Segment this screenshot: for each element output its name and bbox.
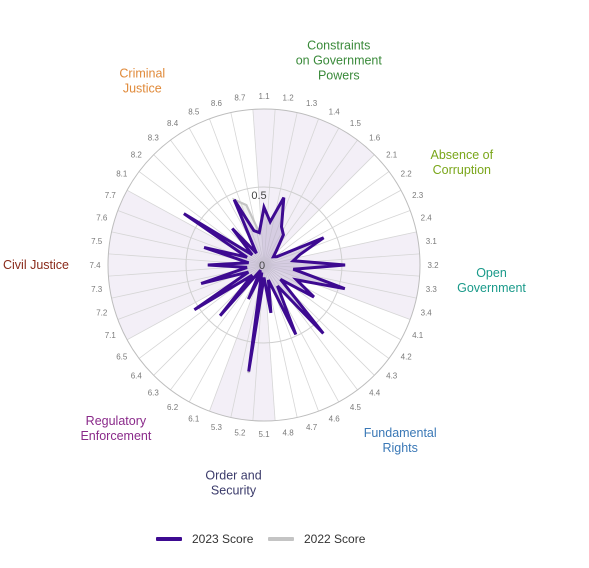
axis-label-4.7: 4.7 bbox=[306, 423, 318, 432]
grid-band-3.4 bbox=[264, 265, 417, 320]
axis-label-2.1: 2.1 bbox=[386, 150, 398, 159]
factor-label-7: Civil Justice bbox=[3, 258, 69, 272]
axis-label-8.5: 8.5 bbox=[188, 107, 200, 116]
tick-label-0: 0 bbox=[259, 260, 265, 272]
axis-label-7.4: 7.4 bbox=[89, 261, 101, 270]
grid-band-7.7 bbox=[117, 190, 264, 265]
axis-label-8.2: 8.2 bbox=[131, 150, 143, 159]
axis-label-7.5: 7.5 bbox=[91, 237, 103, 246]
factor-label-2: Absence of Corruption bbox=[431, 148, 494, 177]
grid-band-6.1 bbox=[189, 265, 264, 412]
axis-label-5.1: 5.1 bbox=[258, 430, 270, 439]
axis-label-4.5: 4.5 bbox=[350, 403, 362, 412]
grid-band-4.3 bbox=[264, 265, 389, 376]
axis-label-7.7: 7.7 bbox=[105, 191, 117, 200]
legend: 2023 Score 2022 Score bbox=[0, 528, 589, 552]
legend-item-2022[interactable]: 2022 Score bbox=[268, 532, 365, 546]
axis-label-8.3: 8.3 bbox=[148, 133, 160, 142]
grid-band-4.5 bbox=[264, 265, 358, 402]
legend-label-2022: 2022 Score bbox=[304, 532, 366, 546]
grid-band-1.5 bbox=[264, 128, 358, 265]
axis-label-6.4: 6.4 bbox=[131, 372, 143, 381]
axis-label-5.3: 5.3 bbox=[211, 423, 223, 432]
grid-ring bbox=[107, 108, 421, 422]
grid-band-8.2 bbox=[139, 154, 264, 265]
axis-label-2.4: 2.4 bbox=[421, 213, 433, 222]
grid-band-1.3 bbox=[264, 112, 319, 265]
axis-label-6.5: 6.5 bbox=[116, 352, 128, 361]
legend-swatch-2022 bbox=[268, 537, 294, 541]
axis-label-3.3: 3.3 bbox=[426, 285, 438, 294]
axis-label-6.3: 6.3 bbox=[148, 389, 160, 398]
axis-label-7.6: 7.6 bbox=[96, 213, 108, 222]
axis-label-4.2: 4.2 bbox=[401, 352, 413, 361]
grid-band-7.1 bbox=[117, 265, 264, 340]
series-2023-score[interactable] bbox=[183, 196, 346, 372]
axis-label-7.1: 7.1 bbox=[105, 331, 117, 340]
axis-label-8.1: 8.1 bbox=[116, 170, 128, 179]
factor-label-8: Criminal Justice bbox=[119, 67, 165, 96]
axis-label-8.6: 8.6 bbox=[211, 99, 223, 108]
tick-label-0-5: 0.5 bbox=[251, 190, 266, 202]
grid-band-6.4 bbox=[139, 265, 264, 376]
grid-band-4.7 bbox=[264, 265, 319, 418]
axis-label-4.3: 4.3 bbox=[386, 372, 398, 381]
axis-label-3.4: 3.4 bbox=[421, 309, 433, 318]
axis-label-4.4: 4.4 bbox=[369, 389, 381, 398]
axis-label-6.2: 6.2 bbox=[167, 403, 179, 412]
axis-label-1.1: 1.1 bbox=[258, 92, 270, 101]
legend-swatch-2023 bbox=[156, 537, 182, 541]
axis-label-3.2: 3.2 bbox=[427, 261, 439, 270]
axis-label-1.6: 1.6 bbox=[369, 133, 381, 142]
grid-band-2.2 bbox=[264, 171, 401, 265]
axis-label-1.3: 1.3 bbox=[306, 99, 318, 108]
axis-label-1.5: 1.5 bbox=[350, 119, 362, 128]
axis-labels: 1.1 1.2 1.3 1.4 1.5 1.6 2.1 2.2 2.3 2.4 3.1 3.2 3.3 3… bbox=[89, 92, 439, 439]
axis-label-4.8: 4.8 bbox=[283, 428, 295, 437]
factor-label-5: Order and Security bbox=[205, 468, 261, 497]
legend-label-2023: 2023 Score bbox=[192, 532, 254, 546]
factor-labels: Constraints on Government Powers Absence of… bbox=[3, 39, 526, 498]
axis-label-7.2: 7.2 bbox=[96, 309, 108, 318]
tick-labels: 00.5 bbox=[251, 190, 266, 272]
axis-label-3.1: 3.1 bbox=[426, 237, 438, 246]
factor-label-3: Open Government bbox=[457, 266, 526, 295]
factor-label-6: Regulatory Enforcement bbox=[80, 414, 151, 443]
grid-band-6.2 bbox=[170, 265, 264, 402]
legend-item-2023[interactable]: 2023 Score bbox=[156, 532, 253, 546]
grid-band-8.4 bbox=[170, 128, 264, 265]
factor-label-4: Fundamental Rights bbox=[364, 426, 437, 455]
axis-label-5.2: 5.2 bbox=[234, 428, 246, 437]
grid-band-5.3 bbox=[209, 265, 264, 418]
axis-label-2.3: 2.3 bbox=[412, 191, 424, 200]
grid-band-1.6 bbox=[264, 140, 375, 265]
axis-label-1.4: 1.4 bbox=[329, 107, 341, 116]
axis-label-4.1: 4.1 bbox=[412, 331, 424, 340]
grid-band-2.1 bbox=[264, 154, 389, 265]
axis-label-8.7: 8.7 bbox=[234, 94, 246, 103]
axis-label-2.2: 2.2 bbox=[401, 170, 413, 179]
axis-label-6.1: 6.1 bbox=[188, 415, 200, 424]
series-layer bbox=[183, 196, 346, 374]
axis-label-8.4: 8.4 bbox=[167, 119, 179, 128]
factor-label-1: Constraints on Government Powers bbox=[296, 39, 383, 83]
axis-label-4.6: 4.6 bbox=[329, 415, 341, 424]
axis-label-7.3: 7.3 bbox=[91, 285, 103, 294]
axis-label-1.2: 1.2 bbox=[283, 94, 295, 103]
